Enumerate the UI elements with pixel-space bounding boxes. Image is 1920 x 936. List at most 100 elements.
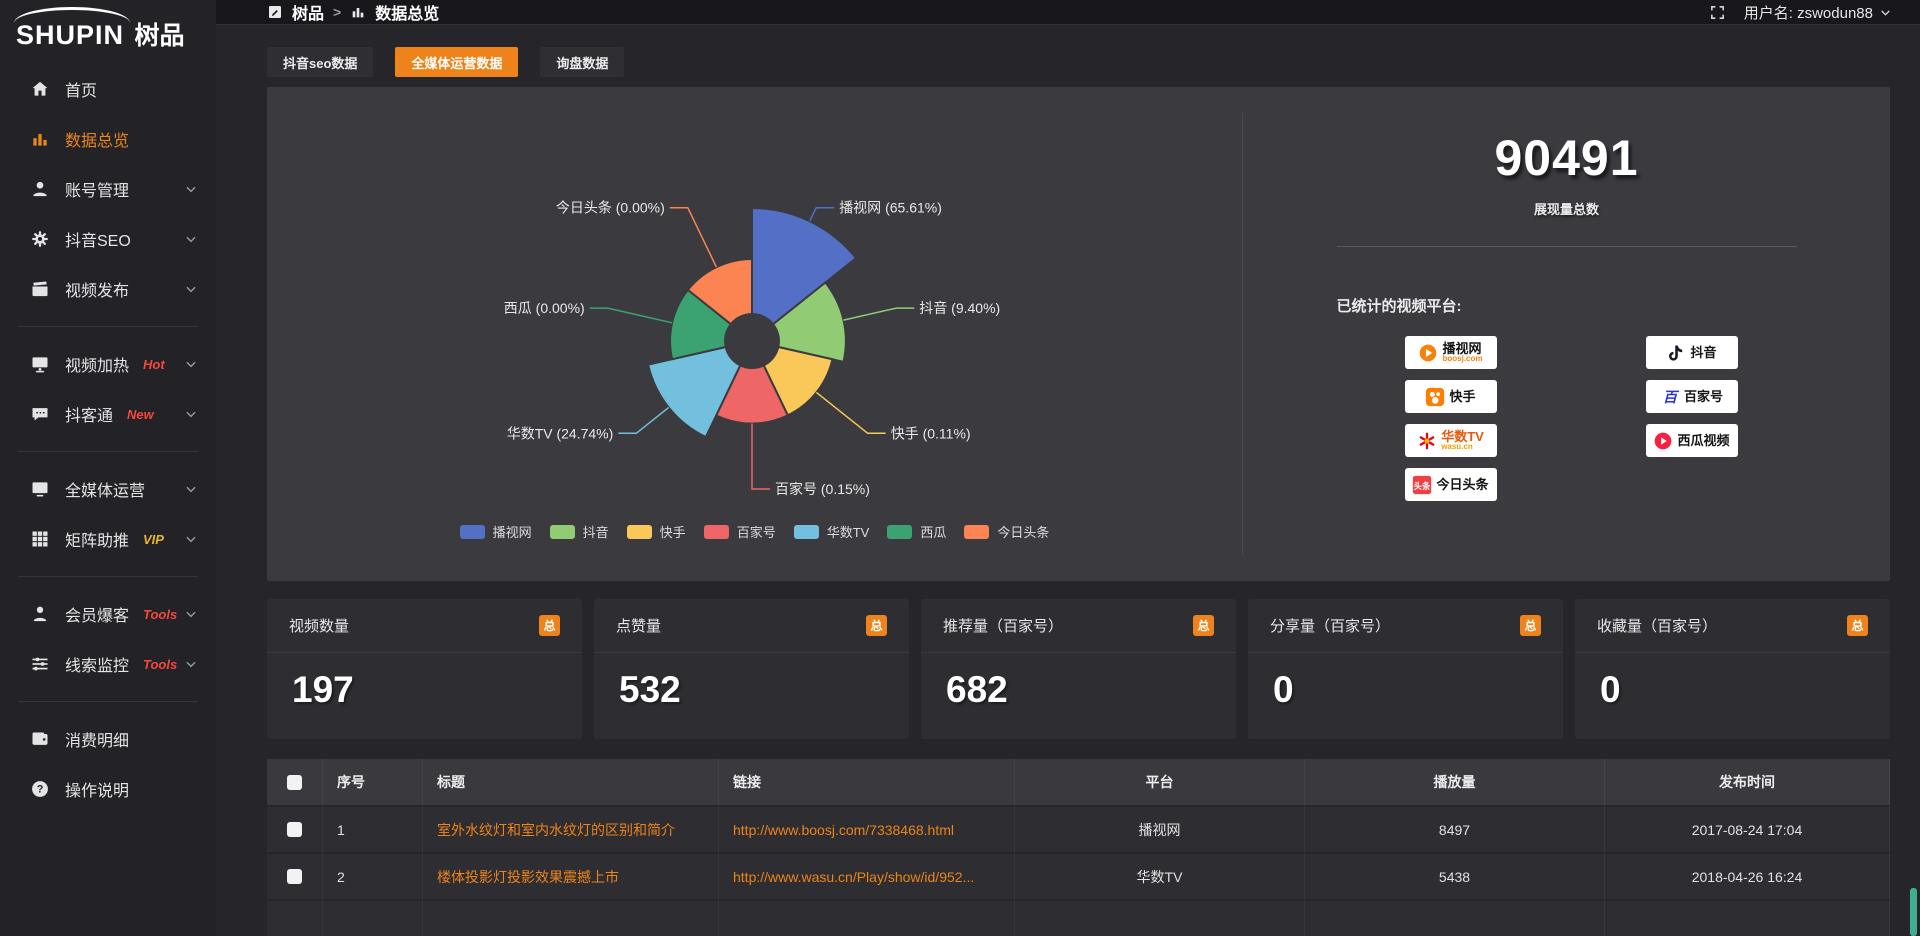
- legend-item-4[interactable]: 华数TV: [793, 522, 869, 541]
- legend-swatch: [793, 524, 819, 539]
- sidebar-item-douketong[interactable]: 抖客通 New: [0, 389, 216, 439]
- stat-card-total-badge[interactable]: 总: [1520, 615, 1541, 636]
- stat-card-label: 分享量（百家号）: [1270, 618, 1391, 635]
- stat-card-1: 点赞量 总 532: [594, 599, 909, 739]
- chevron-down-icon: [184, 182, 198, 196]
- row-plays: 5438: [1305, 852, 1605, 899]
- platform-text: 西瓜视频: [1677, 434, 1729, 448]
- stat-card-label: 点赞量: [616, 618, 662, 635]
- row-index: 2: [323, 852, 423, 899]
- table-header-1: 标题: [423, 759, 719, 805]
- stat-card-total-badge[interactable]: 总: [1847, 615, 1868, 636]
- stat-card-value: 197: [292, 669, 354, 710]
- row-link[interactable]: http://www.wasu.cn/Play/show/id/952...: [719, 852, 1015, 899]
- breadcrumb: 树品 > 数据总览: [267, 0, 439, 24]
- pie-slice-0[interactable]: [751, 206, 858, 326]
- sidebar-item-label: 数据总览: [65, 133, 130, 150]
- sidebar-item-home[interactable]: 首页: [0, 64, 216, 114]
- sidebar-item-badge: Tools: [143, 656, 178, 672]
- table-header-2: 链接: [719, 759, 1015, 805]
- sidebar-item-douyin-seo[interactable]: 抖音SEO: [0, 214, 216, 264]
- fullscreen-icon[interactable]: [1709, 4, 1726, 21]
- douyin-logo-icon: [1666, 343, 1686, 363]
- tab-media-operation-data[interactable]: 全媒体运营数据: [395, 47, 519, 77]
- username-label: 用户名: zswodun88: [1743, 4, 1873, 22]
- stat-card-total-badge[interactable]: 总: [539, 615, 560, 636]
- pie-label-line: [843, 307, 915, 321]
- platform-name: 百家号: [1683, 388, 1723, 404]
- stat-card-total-badge[interactable]: 总: [1193, 615, 1214, 636]
- sidebar-item-clue-monitor[interactable]: 线索监控 Tools: [0, 639, 216, 689]
- tab-douyin-seo-data[interactable]: 抖音seo数据: [267, 47, 374, 77]
- sidebar-item-label: 消费明细: [65, 733, 130, 750]
- sidebar-item-media-operation[interactable]: 全媒体运营: [0, 464, 216, 514]
- rose-chart-section: 播视网 (65.61%) 抖音 (9.40%) 快手 (0.11%) 百家号 (0.1…: [267, 87, 1242, 581]
- legend-item-2[interactable]: 快手: [626, 522, 686, 541]
- select-all-checkbox[interactable]: [287, 774, 302, 790]
- row-title[interactable]: [423, 899, 719, 936]
- stat-card-2: 推荐量（百家号） 总 682: [921, 599, 1236, 739]
- publish-icon: [30, 279, 50, 299]
- sidebar-item-operation-guide[interactable]: ? 操作说明: [0, 764, 216, 814]
- platforms-block: 已统计的视频平台: 播视网 boosj.com 快手 华数TV wasu.cn 头条 今日头…: [1337, 295, 1797, 501]
- row-checkbox[interactable]: [287, 869, 302, 884]
- stat-card-total-badge[interactable]: 总: [866, 615, 887, 636]
- platform-badges-grid: 播视网 boosj.com 快手 华数TV wasu.cn 头条 今日头条 抖音百百家号 西瓜…: [1337, 336, 1797, 501]
- legend-swatch: [459, 524, 485, 539]
- sidebar-item-member-baoke[interactable]: 会员爆客 Tools: [0, 589, 216, 639]
- tab-inquiry-data[interactable]: 询盘数据: [540, 47, 625, 77]
- scrollbar-thumb[interactable]: [1910, 888, 1917, 936]
- table-header-checkbox-cell: [267, 759, 323, 805]
- legend-item-0[interactable]: 播视网: [459, 522, 532, 541]
- videos-table: 序号 标题 链接 平台 播放量 发布时间 1 室外水纹灯和室内水纹灯的区别和简介 http://…: [267, 759, 1890, 936]
- chevron-down-icon: [184, 357, 198, 371]
- legend-item-5[interactable]: 西瓜: [887, 522, 946, 541]
- chevron-down-icon: [184, 482, 198, 496]
- platform-name: 抖音: [1690, 344, 1717, 360]
- sidebar-item-video-publish[interactable]: 视频发布: [0, 264, 216, 314]
- sidebar-item-account-management[interactable]: 账号管理: [0, 164, 216, 214]
- logo-text-en: SHUPIN: [16, 20, 125, 50]
- platform-badge-wasu: 华数TV wasu.cn: [1404, 424, 1497, 457]
- sidebar-item-label: 线索监控: [65, 658, 130, 675]
- pie-label-line: [751, 423, 770, 490]
- row-index: 1: [323, 805, 423, 852]
- table-row-checkbox-cell: [267, 899, 323, 936]
- logo-arc-decoration: [14, 7, 130, 23]
- sidebar-item-consumption-detail[interactable]: 消费明细: [0, 714, 216, 764]
- breadcrumb-root[interactable]: 树品: [292, 6, 325, 23]
- logo-text-cn: 树品: [134, 22, 185, 50]
- row-link[interactable]: [719, 899, 1015, 936]
- row-checkbox[interactable]: [287, 822, 302, 837]
- stat-card-header: 收藏量（百家号） 总: [1575, 599, 1890, 653]
- pie-label: 西瓜 (0.00%): [504, 300, 585, 316]
- sidebar-item-matrix-boost[interactable]: 矩阵助推 VIP: [0, 514, 216, 564]
- pie-slice-1[interactable]: [771, 281, 847, 364]
- user-menu[interactable]: 用户名: zswodun88: [1744, 2, 1892, 23]
- toutiao-logo-icon: 头条: [1412, 475, 1432, 495]
- row-platform: 播视网: [1015, 805, 1305, 852]
- row-title[interactable]: 楼体投影灯投影效果震撼上市: [423, 852, 719, 899]
- topbar-right: 用户名: zswodun88: [1709, 2, 1892, 23]
- legend-item-6[interactable]: 今日头条: [964, 522, 1049, 541]
- row-platform: [1015, 899, 1305, 936]
- chevron-down-icon: [184, 532, 198, 546]
- stat-card-label: 收藏量（百家号）: [1597, 618, 1718, 635]
- boosj-logo-icon: [1418, 343, 1438, 363]
- platform-subtitle: boosj.com: [1442, 354, 1483, 364]
- legend-item-3[interactable]: 百家号: [703, 522, 776, 541]
- legend-label: 今日头条: [997, 525, 1050, 540]
- platform-badge-kuaishou: 快手: [1404, 380, 1497, 413]
- sidebar-item-video-heat[interactable]: 视频加热 Hot: [0, 339, 216, 389]
- row-title[interactable]: 室外水纹灯和室内水纹灯的区别和简介: [423, 805, 719, 852]
- pie-slice-6[interactable]: [686, 257, 753, 326]
- sidebar-item-label: 抖音SEO: [65, 233, 131, 250]
- platform-text: 快手: [1449, 390, 1475, 404]
- pie-slice-4[interactable]: [646, 345, 742, 439]
- chart-icon: [30, 129, 50, 149]
- legend-item-1[interactable]: 抖音: [549, 522, 609, 541]
- breadcrumb-current[interactable]: 数据总览: [375, 6, 440, 23]
- legend-label: 西瓜: [920, 525, 947, 540]
- sidebar-item-data-overview[interactable]: 数据总览: [0, 114, 216, 164]
- row-link[interactable]: http://www.boosj.com/7338468.html: [719, 805, 1015, 852]
